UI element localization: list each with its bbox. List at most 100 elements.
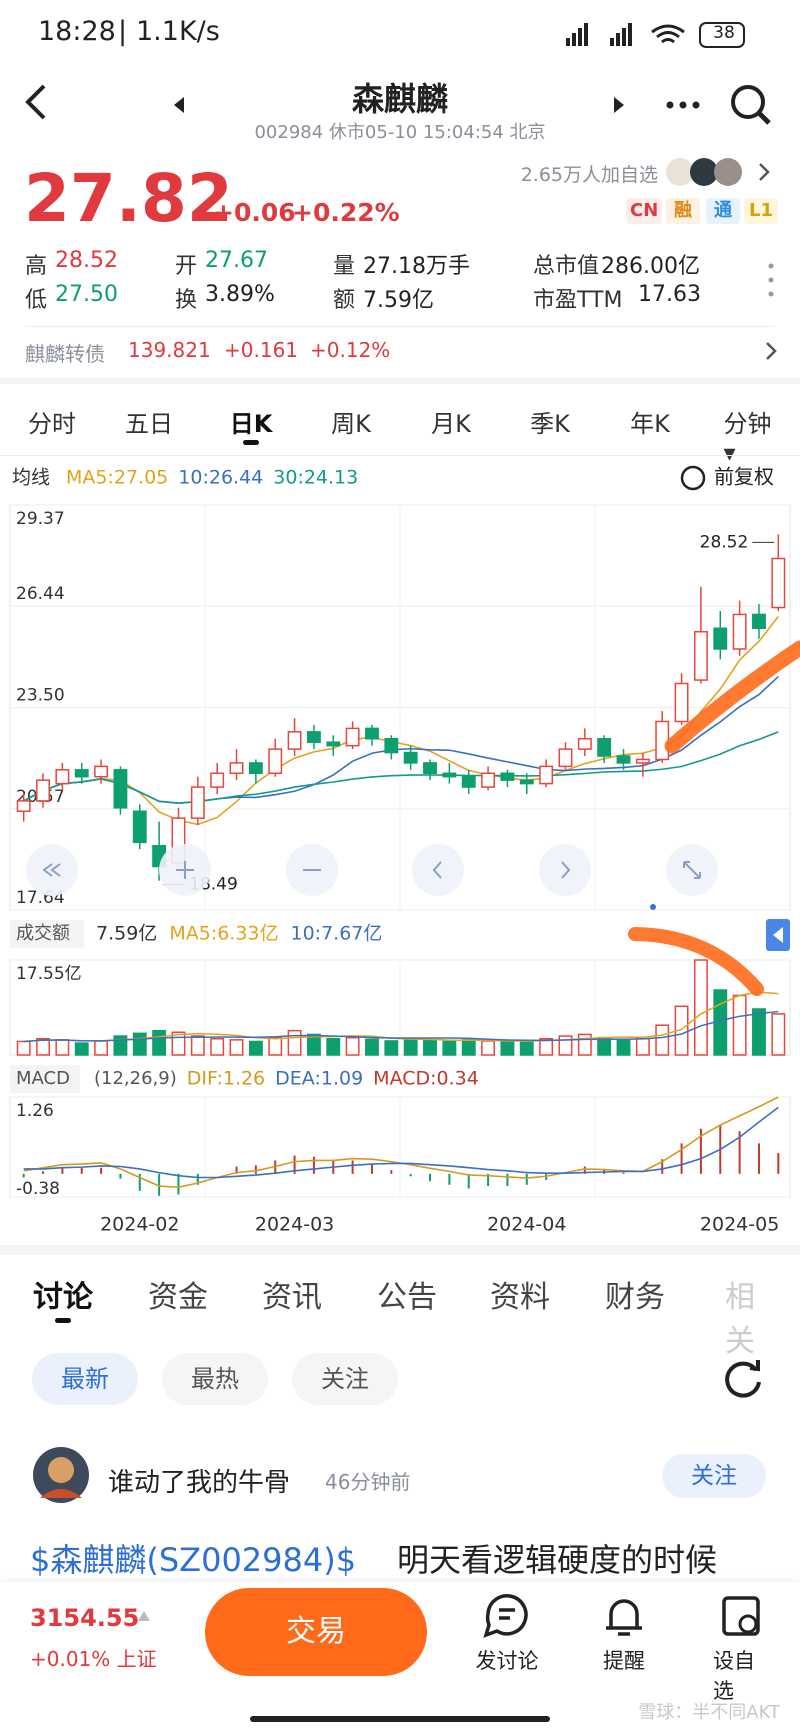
period-tab[interactable]: 分钟▾ (723, 410, 772, 467)
tag: CN (626, 198, 663, 224)
legend-title: 均线 (12, 467, 50, 489)
volume-bar (597, 1036, 612, 1056)
volume-bar (229, 1039, 244, 1056)
author-avatar[interactable] (32, 1446, 90, 1504)
chart-control[interactable] (666, 844, 718, 896)
volume-bar (190, 1035, 205, 1056)
stock-subtitle: 002984 休市05-10 15:04:54 北京 (254, 122, 546, 143)
candle-body (268, 748, 283, 775)
volume-bar (461, 1039, 476, 1056)
stats-more[interactable] (766, 262, 776, 298)
filter-pill[interactable]: 关注 (292, 1353, 398, 1405)
stock-mention[interactable]: $森麒麟(SZ002984)$ (30, 1541, 357, 1579)
period-tab[interactable]: 日K (229, 410, 273, 438)
filter-pill[interactable]: 最新 (32, 1353, 138, 1405)
bond-chevron[interactable] (764, 340, 778, 362)
discussion-tab[interactable]: 资料 (490, 1280, 550, 1315)
chart-control[interactable] (286, 844, 338, 896)
candle-body (771, 557, 786, 609)
status-icons (566, 22, 745, 48)
candle-body (597, 737, 612, 757)
candle-body (423, 762, 437, 775)
refresh-button[interactable] (720, 1356, 766, 1402)
candle-body (519, 779, 534, 785)
chart-control[interactable] (26, 844, 78, 896)
period-tab[interactable]: 季K (530, 410, 570, 438)
follow-button[interactable]: 关注 (662, 1454, 766, 1498)
volume-bar (210, 1038, 225, 1056)
chart-control[interactable] (539, 844, 591, 896)
y-tick-label: 17.55亿 (16, 964, 82, 984)
discussion-tab[interactable]: 讨论 (33, 1280, 93, 1315)
discussion-tab[interactable]: 资讯 (262, 1280, 322, 1315)
x-tick-label: 2024-04 (487, 1214, 566, 1236)
volume-bar (287, 1029, 302, 1056)
collapse-arrow (773, 927, 783, 943)
author-name: 谁动了我的牛骨 (108, 1468, 291, 1498)
candle-body (287, 731, 302, 750)
candle-body (481, 772, 496, 788)
candle-body (190, 786, 205, 819)
candle-body (326, 741, 341, 747)
search-button[interactable] (728, 82, 774, 128)
action-icons (483, 1594, 760, 1638)
stat-label: 开 (175, 254, 198, 279)
candle-body (16, 800, 31, 813)
candle-body (461, 775, 476, 788)
period-tab[interactable]: 年K (630, 410, 670, 438)
y-tick-label: 1.26 (16, 1101, 54, 1121)
discussion-tab[interactable]: 资金 (148, 1280, 208, 1315)
candle-body (674, 682, 689, 723)
chart-control[interactable] (159, 844, 211, 896)
kline-chart: 均线MA5:27.0510:26.4430:24.13前复权17.6420.57… (9, 465, 800, 1236)
action-label[interactable]: 提醒 (603, 1649, 645, 1673)
legend-title: 成交额 (16, 923, 70, 944)
discussion-tab[interactable]: 财务 (605, 1280, 665, 1315)
next-stock[interactable] (612, 96, 626, 114)
volume-bar (365, 1038, 379, 1056)
period-tab[interactable]: 周K (331, 410, 371, 438)
y-tick-label: 23.50 (16, 686, 65, 706)
ma-label: 30:24.13 (273, 467, 358, 489)
filter-pill[interactable]: 最热 (162, 1353, 268, 1405)
control-icon (432, 861, 442, 879)
candle-body (94, 765, 109, 778)
chart-control[interactable] (412, 844, 464, 896)
dif-line (23, 1096, 779, 1189)
high-label: 28.52 (700, 532, 749, 552)
action-label[interactable]: 发讨论 (475, 1649, 539, 1673)
stat-label: 低 (25, 288, 48, 313)
volume-bar (306, 1033, 321, 1056)
discussion-tab[interactable]: 公告 (377, 1280, 437, 1315)
legend-title-bg (10, 920, 84, 948)
prev-stock[interactable] (172, 96, 186, 114)
stat-value: 28.52 (55, 248, 118, 273)
candle-body (403, 751, 418, 764)
tag: 融 (666, 198, 700, 224)
more-button[interactable] (664, 98, 704, 112)
dea-line (23, 1106, 779, 1179)
back-button[interactable] (22, 82, 52, 122)
candle-body (655, 720, 670, 761)
period-tab[interactable]: 月K (431, 410, 471, 438)
volume-bar (403, 1038, 418, 1056)
y-tick-label: 26.44 (16, 584, 65, 604)
trade-button[interactable]: 交易 (205, 1588, 427, 1676)
period-tab[interactable]: 分时 (28, 410, 76, 438)
stat-label: 额 (333, 288, 356, 313)
volume-bar (132, 1032, 147, 1056)
discussion-tab[interactable]: 相关 (725, 1280, 755, 1359)
adjust-icon (680, 465, 706, 491)
ma-line (23, 731, 779, 805)
legend-text: DIF:1.26 (187, 1068, 265, 1090)
stat-value: 7.59亿 (363, 288, 434, 313)
candle-body (248, 762, 263, 775)
period-tab[interactable]: 五日 (125, 410, 173, 438)
candle-body (210, 772, 225, 788)
candle-body (306, 731, 321, 743)
volume-bar (481, 1040, 496, 1056)
candle-body (345, 727, 360, 747)
volume-bar (248, 1040, 263, 1056)
volume-bar (268, 1036, 283, 1056)
action-label[interactable]: 设自选 (713, 1649, 755, 1703)
